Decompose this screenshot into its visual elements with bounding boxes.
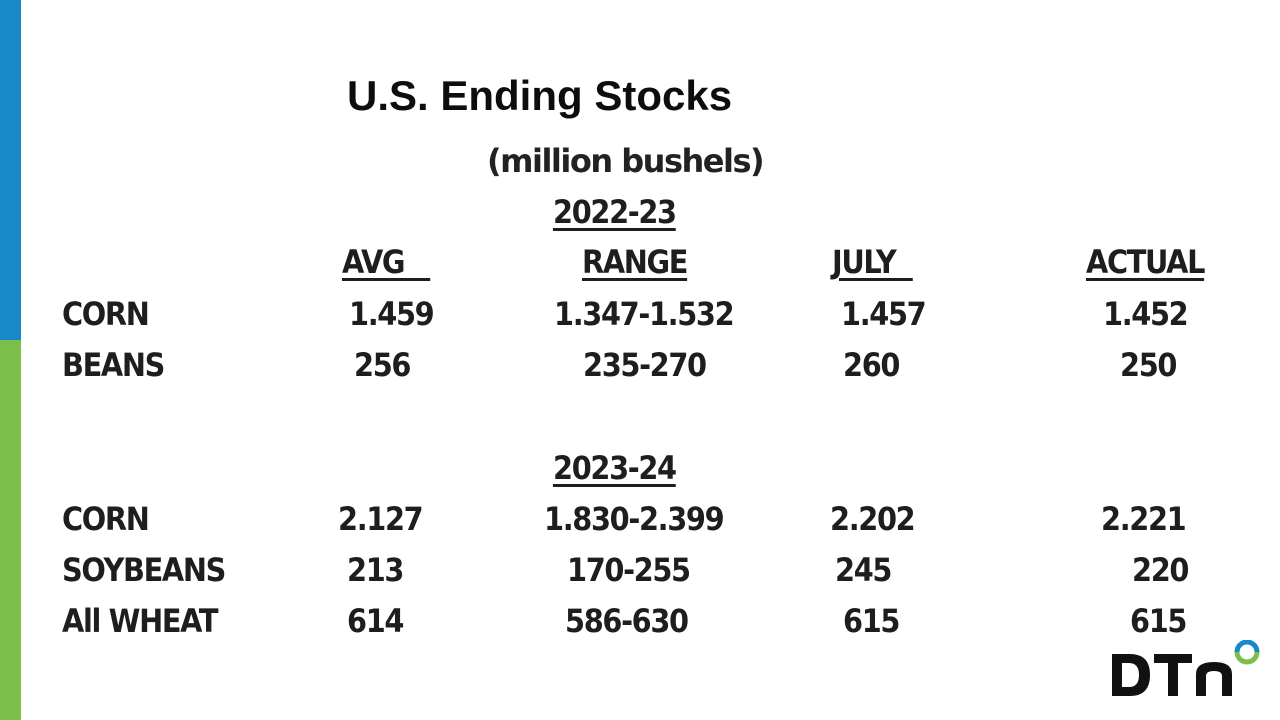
- cell-july: 2.202: [830, 500, 916, 538]
- row-label: All WHEAT: [62, 602, 219, 640]
- cell-avg: 1.459: [349, 295, 435, 333]
- cell-range: 235-270: [583, 346, 707, 384]
- dtn-logo: [1110, 639, 1260, 705]
- cell-avg: 256: [354, 346, 411, 384]
- row-label: SOYBEANS: [62, 551, 226, 589]
- cell-july: 615: [843, 602, 900, 640]
- column-header-range: RANGE: [582, 243, 688, 281]
- accent-bar-blue: [0, 0, 21, 340]
- cell-july: 1.457: [841, 295, 927, 333]
- cell-range: 586-630: [565, 602, 689, 640]
- dtn-logo-mark: [1112, 639, 1260, 696]
- column-header-july: JULY: [832, 243, 913, 281]
- cell-actual: 1.452: [1103, 295, 1189, 333]
- cell-range: 170-255: [567, 551, 691, 589]
- slide-title: U.S. Ending Stocks: [347, 72, 733, 119]
- cell-avg: 213: [347, 551, 404, 589]
- cell-july: 245: [835, 551, 892, 589]
- cell-actual: 220: [1132, 551, 1189, 589]
- row-label: CORN: [62, 295, 150, 333]
- cell-avg: 614: [347, 602, 404, 640]
- cell-range: 1.347-1.532: [554, 295, 735, 333]
- accent-bar-green: [0, 340, 21, 720]
- cell-actual: 615: [1130, 602, 1187, 640]
- column-header-actual: ACTUAL: [1086, 243, 1205, 281]
- slide-subtitle: (million bushels): [487, 142, 765, 180]
- row-label: CORN: [62, 500, 150, 538]
- cell-actual: 2.221: [1101, 500, 1187, 538]
- section-year-2022-23: 2022-23: [553, 193, 677, 231]
- cell-range: 1.830-2.399: [544, 500, 725, 538]
- cell-avg: 2.127: [338, 500, 424, 538]
- dtn-ring-icon: [1234, 639, 1260, 665]
- row-label: BEANS: [62, 346, 165, 384]
- cell-july: 260: [843, 346, 900, 384]
- column-header-avg: AVG: [342, 243, 431, 281]
- section-year-2023-24: 2023-24: [553, 449, 677, 487]
- cell-actual: 250: [1120, 346, 1177, 384]
